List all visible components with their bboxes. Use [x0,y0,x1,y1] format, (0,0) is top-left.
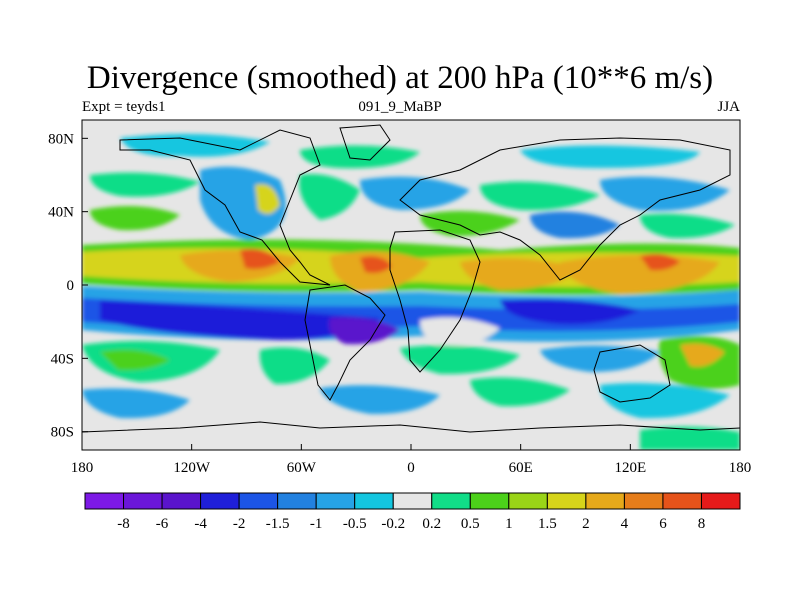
colorbar-label: -8 [117,516,130,532]
field-blob [470,377,570,407]
field-blob [90,206,180,231]
colorbar-label: -0.2 [381,516,405,532]
field-blob [640,426,740,450]
colorbar: -8 -6 -4 -2 -1.5 -1 -0.5 -0.2 0.2 0.5 1 1.5 2 4 6 8 [84,492,741,532]
colorbar-swatch [161,492,202,510]
coastline-australia [593,344,671,403]
colorbar-swatch [84,492,125,510]
field-blob [120,133,270,157]
field-blob [240,248,280,270]
x-tick-label: 60W [287,460,317,476]
y-tick-label: 80N [48,131,74,147]
x-tick-label: 0 [407,460,415,476]
colorbar-swatch [315,492,356,510]
colorbar-swatch [354,492,394,510]
colorbar-swatch [392,492,433,510]
field-blob [100,300,380,340]
field-blob [640,254,680,271]
colorbar-swatch [623,492,664,510]
plot-title: Divergence (smoothed) at 200 hPa (10**6 … [86,60,714,96]
colorbar-swatch [431,492,471,510]
y-tick-label: 0 [67,278,75,294]
colorbar-label: -4 [194,516,207,532]
field-blob [540,345,660,372]
colorbar-label: 2 [582,516,590,532]
coastline-antarctica [82,421,740,433]
season-label: JJA [717,99,740,115]
colorbar-label: -1.5 [266,516,290,532]
colorbar-label: 8 [698,516,706,532]
field-blob [255,184,280,214]
field-blob [360,176,470,210]
field-blob [100,349,170,371]
x-tick-label: 120W [173,460,211,476]
field-blob [500,299,640,325]
coastline-greenland [339,124,391,161]
colorbar-label: 1 [505,516,513,532]
divergence-field [82,120,740,450]
y-tick-label: 40S [51,351,74,367]
colorbar-label: -2 [233,516,246,532]
y-tick-label: 80S [51,425,74,441]
field-blob [90,172,200,197]
field-blob [520,145,700,168]
field-blob [460,258,580,290]
field-blob [560,255,720,294]
x-tick-label: 180 [729,460,752,476]
x-tick-label: 60E [509,460,533,476]
colorbar-label: -1 [310,516,323,532]
colorbar-label: 0.2 [422,516,441,532]
experiment-label: Expt = teyds1 [82,99,166,115]
field-blob [300,145,420,169]
colorbar-label: 6 [659,516,667,532]
field-blob [299,174,360,220]
field-blob [329,317,400,345]
field-blob [600,382,730,419]
colorbar-swatch [585,492,625,510]
x-tick-label: 120E [614,460,646,476]
coastline-africa [389,229,481,373]
colorbar-swatch [200,492,240,510]
field-blob [420,211,520,237]
colorbar-swatch [546,492,587,510]
colorbar-swatch [469,492,510,510]
y-tick-label: 40N [48,205,74,221]
y-axis: 80N 40N 0 40S 80S [48,131,88,441]
colorbar-swatch [700,492,741,510]
colorbar-label: -6 [156,516,169,532]
field-blob [360,256,392,274]
colorbar-swatch [508,492,548,510]
field-blob [420,317,500,347]
coastlines [82,124,740,433]
field-blob [480,181,600,211]
field-blob [530,211,620,239]
field-blob [600,176,730,211]
colorbar-swatch [662,492,702,510]
coastline-north-america [119,129,331,286]
field-blob [400,345,520,375]
run-label: 091_9_MaBP [358,99,442,115]
colorbar-swatch [277,492,317,510]
x-tick-label: 180 [71,460,94,476]
colorbar-swatch [238,492,279,510]
field-blob [680,343,725,367]
field-blob [320,385,440,415]
coastline-eurasia [399,137,731,281]
x-axis: 180 120W 60W 0 60E 120E 180 [71,444,752,476]
colorbar-label: 0.5 [461,516,480,532]
colorbar-label: 1.5 [538,516,557,532]
colorbar-swatch [123,492,163,510]
field-blob [82,388,190,419]
coastline-south-america [304,284,386,401]
colorbar-label: 4 [621,516,629,532]
field-blob [640,213,735,239]
colorbar-label: -0.5 [343,516,367,532]
